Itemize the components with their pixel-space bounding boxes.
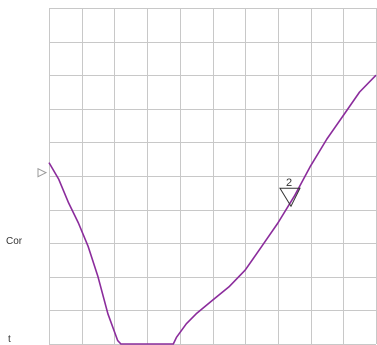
y-axis-label: Cor — [6, 236, 23, 247]
series-line-1 — [48, 74, 377, 345]
chart-grid — [49, 8, 377, 345]
marker-triangle — [279, 187, 301, 208]
marker-label: 2 — [286, 177, 292, 189]
chart-overlays: 2 — [37, 167, 301, 208]
reference-level-arrow — [37, 167, 48, 178]
y-tick-label: t — [8, 334, 11, 345]
chart-series-group — [48, 74, 377, 345]
